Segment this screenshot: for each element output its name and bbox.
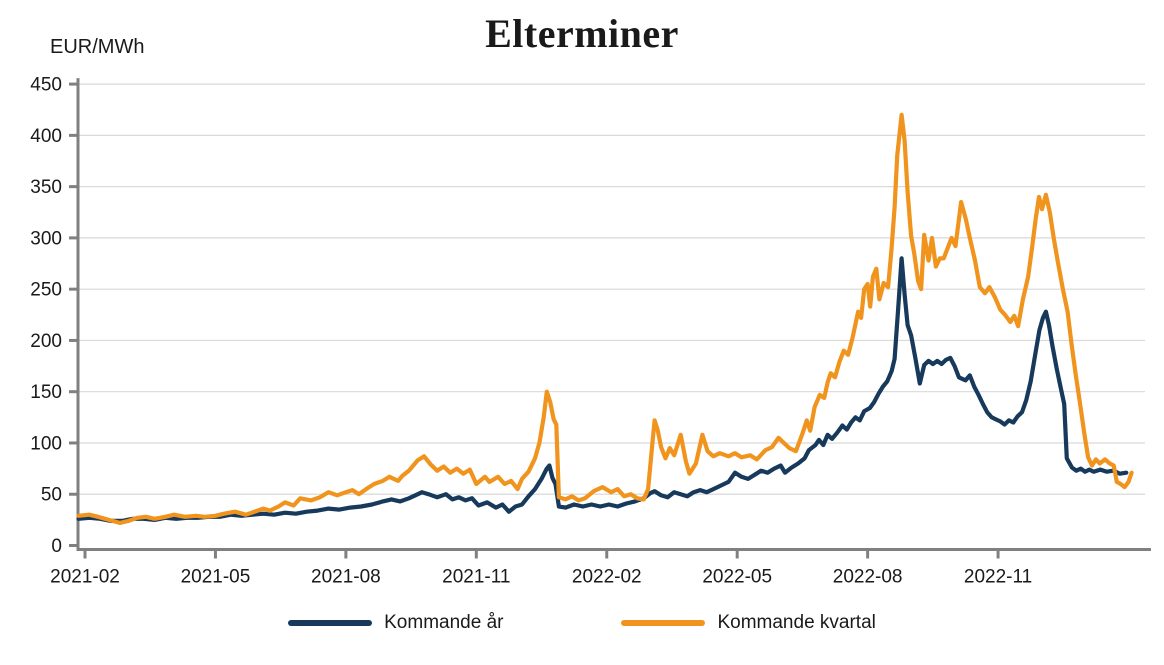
x-tick-label: 2021-05 <box>181 567 251 588</box>
kommande-ar-line-swatch <box>288 620 373 626</box>
x-tick-label: 2022-02 <box>572 567 642 588</box>
y-tick-label: 100 <box>30 433 62 454</box>
y-tick-label: 300 <box>30 228 62 249</box>
chart-legend: Kommande år Kommande kvartal <box>0 612 1164 634</box>
x-tick-label: 2022-05 <box>702 567 772 588</box>
kommande-kvartal-line-swatch <box>621 620 706 626</box>
y-tick-label: 450 <box>30 75 62 96</box>
y-tick-label: 250 <box>30 280 62 301</box>
y-tick-label: 0 <box>51 536 62 557</box>
x-tick-label: 2022-11 <box>964 567 1032 588</box>
legend-label: Kommande kvartal <box>717 612 876 633</box>
x-tick-label: 2021-11 <box>442 567 510 588</box>
x-tick-label: 2021-08 <box>311 567 381 588</box>
chart-title: Elterminer <box>485 11 679 56</box>
y-tick-label: 350 <box>30 177 62 198</box>
y-axis-unit-label: EUR/MWh <box>50 36 145 58</box>
x-tick-label: 2021-02 <box>50 567 120 588</box>
legend-item-kommande-kvartal: Kommande kvartal <box>621 612 876 634</box>
x-tick-label: 2022-08 <box>833 567 903 588</box>
legend-label: Kommande år <box>384 612 504 633</box>
y-tick-label: 400 <box>30 126 62 147</box>
series-line-kommande-kvartal <box>76 112 1134 525</box>
series-line-kommande-ar <box>76 256 1129 523</box>
y-tick-label: 200 <box>30 331 62 352</box>
y-tick-label: 50 <box>41 485 62 506</box>
y-tick-label: 150 <box>30 382 62 403</box>
legend-item-kommande-ar: Kommande år <box>288 612 503 634</box>
